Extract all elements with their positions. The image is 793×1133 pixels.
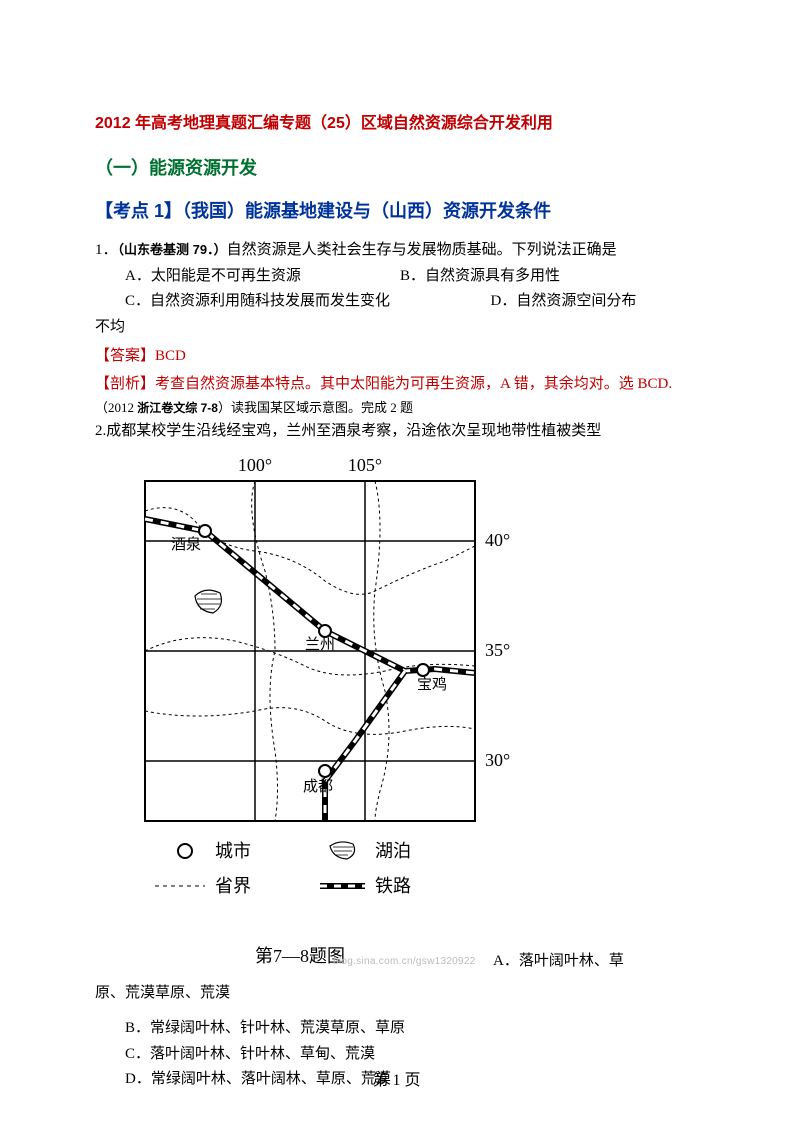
- q1-answer: 【答案】BCD: [95, 344, 698, 370]
- lat-30: 30°: [485, 750, 510, 770]
- city-lanzhou-marker: [319, 625, 331, 637]
- map-figure: 100° 105° 40° 35° 30° 酒泉 兰州: [95, 451, 698, 981]
- q1-opt-a: A．太阳能是不可再生资源: [95, 264, 400, 290]
- q1-num: 1．: [95, 242, 118, 258]
- legend-lake: 湖泊: [375, 841, 411, 861]
- zhejiang-line: （2012 浙江卷文综 7-8）读我国某区域示意图。完成 2 题: [95, 397, 698, 419]
- city-chengdu-marker: [319, 765, 331, 777]
- doc-title: 2012 年高考地理真题汇编专题（25）区域自然资源综合开发利用: [95, 110, 698, 137]
- map-svg: 100° 105° 40° 35° 30° 酒泉 兰州: [125, 451, 545, 941]
- lake-shape: [195, 590, 221, 613]
- lat-40: 40°: [485, 530, 510, 550]
- legend-lake-icon: [330, 842, 355, 859]
- legend-city: 城市: [215, 841, 251, 861]
- q2-opt-b: B．常绿阔叶林、针叶林、荒漠草原、草原: [95, 1016, 698, 1042]
- section-heading: （一）能源资源开发: [95, 153, 698, 184]
- q1-opt-c: C．自然资源利用随科技发展而发生变化: [95, 289, 487, 315]
- q1-opt-b: B．自然资源具有多用性: [400, 264, 698, 290]
- q1-source: （山东卷基测 79．）: [118, 242, 227, 257]
- q1-opt-d: D．自然资源空间分布: [491, 289, 637, 315]
- q1-stem: 1．（山东卷基测 79．）自然资源是人类社会生存与发展物质基础。下列说法正确是: [95, 238, 698, 264]
- q1-opt-d-cont: 不均: [95, 315, 698, 341]
- city-jiuquan: 酒泉: [171, 536, 201, 553]
- city-baoji: 宝鸡: [417, 676, 447, 693]
- zj-prefix: （2012: [95, 400, 137, 415]
- analysis-text: 考查自然资源基本特点。其中太阳能为可再生资源，A 错，其余均对。选 BCD.: [155, 376, 672, 392]
- q1-row-cd: C．自然资源利用随科技发展而发生变化 D．自然资源空间分布: [95, 289, 698, 315]
- legend-rail: 铁路: [375, 876, 411, 896]
- answer-value: BCD: [155, 348, 186, 364]
- analysis-label: 【剖析】: [95, 376, 155, 392]
- q1-row-ab: A．太阳能是不可再生资源 B．自然资源具有多用性: [95, 264, 698, 290]
- q1-stem-text: 自然资源是人类社会生存与发展物质基础。下列说法正确是: [227, 242, 617, 258]
- lon-100: 100°: [238, 455, 272, 475]
- city-chengdu: 成都: [303, 778, 333, 795]
- watermark: blog.sina.com.cn/gsw1320922: [333, 953, 476, 970]
- lat-35: 35°: [485, 640, 510, 660]
- city-baoji-marker: [417, 664, 429, 676]
- zj-suffix: ）读我国某区域示意图。完成 2 题: [218, 400, 413, 415]
- legend-city-icon: [178, 844, 192, 858]
- lon-105: 105°: [348, 455, 382, 475]
- province-line-3: [145, 708, 475, 735]
- city-jiuquan-marker: [199, 525, 211, 537]
- q2-opt-a-cont: 原、荒漠草原、荒漠: [95, 981, 698, 1007]
- zj-bold: 浙江卷文综 7-8: [137, 401, 218, 415]
- city-lanzhou: 兰州: [305, 636, 335, 653]
- answer-label: 【答案】: [95, 348, 155, 364]
- q2-stem: 2.成都某校学生沿线经宝鸡，兰州至酒泉考察，沿途依次呈现地带性植被类型: [95, 419, 698, 445]
- legend-province: 省界: [215, 876, 251, 896]
- q2-opt-c: C．落叶阔叶林、针叶林、草甸、荒漠: [95, 1042, 698, 1068]
- spacer: [95, 1006, 698, 1016]
- topic-heading: 【考点 1】（我国）能源基地建设与（山西）资源开发条件: [95, 196, 698, 227]
- q2-opt-a: A．落叶阔叶林、草: [493, 949, 624, 975]
- figure-caption: 第7—8题图: [255, 941, 345, 972]
- q1-analysis: 【剖析】考查自然资源基本特点。其中太阳能为可再生资源，A 错，其余均对。选 BC…: [95, 372, 698, 398]
- page-footer: 第 1 页: [0, 1066, 793, 1090]
